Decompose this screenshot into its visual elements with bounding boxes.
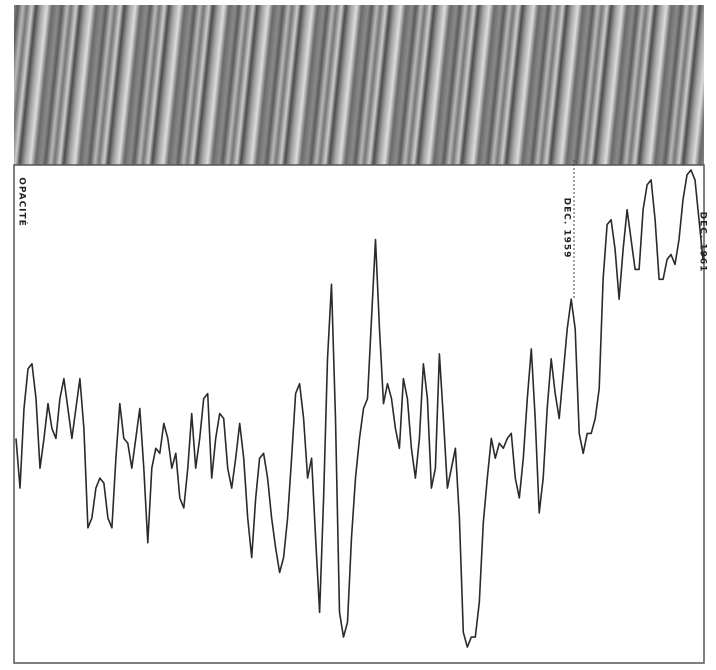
- y-label: OPACITÉ: [17, 177, 29, 227]
- annotation: DEC. 1961: [698, 212, 708, 273]
- annotation: DEC. 1959: [562, 198, 572, 259]
- opacity-line: [15, 169, 704, 648]
- band-photo: [14, 5, 704, 165]
- frame: [13, 164, 705, 664]
